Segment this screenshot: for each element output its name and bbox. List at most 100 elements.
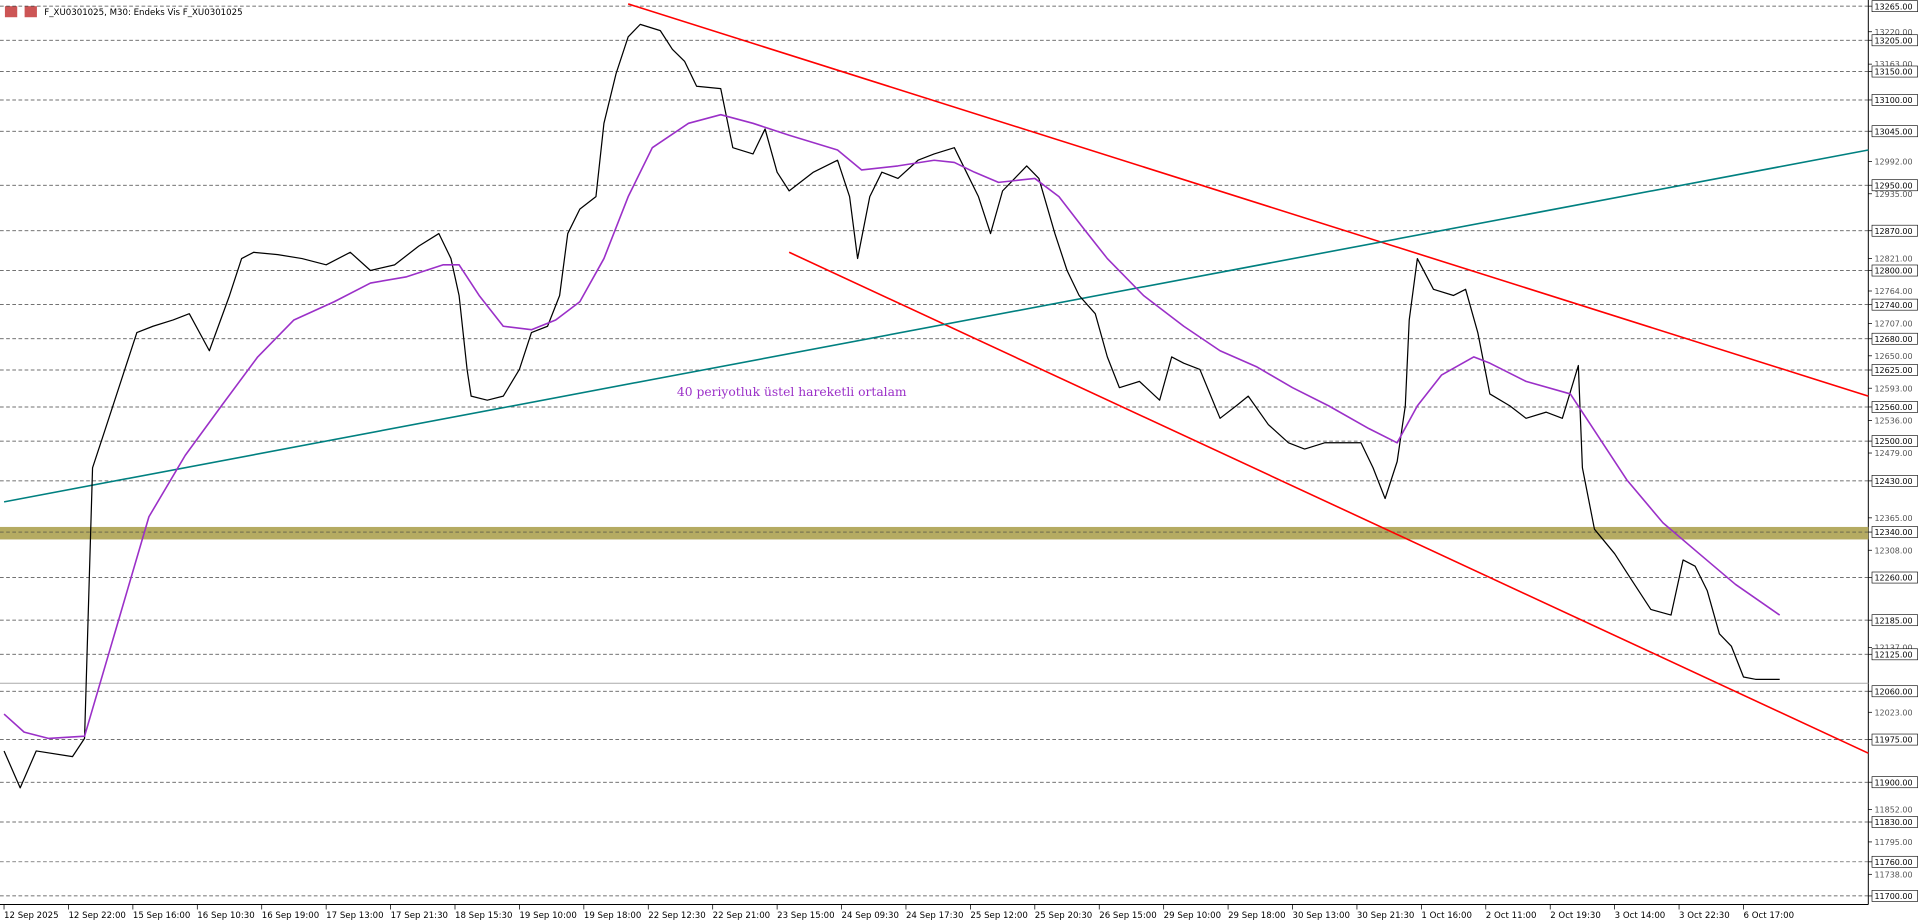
level-label-box [1871, 332, 1918, 345]
y-tick-label: 12536.00 [1874, 417, 1912, 426]
y-tick-label: 11738.00 [1874, 870, 1912, 879]
x-tick-label: 15 Sep 16:00 [133, 911, 190, 921]
x-tick-label: 17 Sep 21:30 [391, 911, 448, 921]
level-label-box [1871, 65, 1918, 78]
y-tick-label: 12060.00 [1874, 687, 1912, 696]
y-tick-label: 12625.00 [1874, 366, 1912, 375]
y-tick-label: 12707.00 [1874, 320, 1912, 329]
x-tick-label: 24 Sep 09:30 [842, 911, 899, 921]
y-tick-label: 13163.00 [1874, 60, 1912, 69]
y-tick-label: 12740.00 [1874, 301, 1912, 310]
y-tick-label: 13220.00 [1874, 28, 1912, 37]
x-tick-label: 19 Sep 10:00 [519, 911, 576, 921]
x-tick-label: 2 Oct 19:30 [1550, 911, 1601, 921]
y-tick-label: 12560.00 [1874, 403, 1912, 412]
y-tick-label: 12185.00 [1874, 616, 1912, 625]
chart-icon [4, 6, 18, 18]
level-label-box [1871, 94, 1918, 106]
y-tick-label: 12500.00 [1874, 437, 1912, 446]
level-label-box [1871, 364, 1918, 376]
trend-line [627, 3, 1869, 397]
y-tick-label: 12308.00 [1874, 546, 1912, 555]
y-tick-label: 12800.00 [1874, 267, 1912, 276]
level-label-box [1871, 298, 1918, 311]
trend-line [788, 251, 1869, 754]
x-tick-label: 18 Sep 15:30 [455, 911, 512, 921]
x-tick-label: 22 Sep 12:30 [648, 911, 705, 921]
level-label-box [1871, 179, 1918, 192]
level-label-box [1871, 34, 1918, 47]
y-tick-label: 12137.00 [1874, 644, 1912, 653]
x-tick-label: 25 Sep 20:30 [1035, 911, 1092, 921]
y-tick-label: 13045.00 [1874, 127, 1912, 136]
level-label-box [1871, 475, 1918, 487]
x-tick-label: 22 Sep 21:00 [713, 911, 770, 921]
y-tick-label: 11830.00 [1874, 818, 1912, 827]
level-label-box [1871, 401, 1918, 413]
y-tick-label: 11760.00 [1874, 858, 1912, 867]
level-label-box [1871, 890, 1918, 902]
level-label-box [1871, 816, 1918, 828]
y-tick-label: 12650.00 [1874, 352, 1912, 361]
x-tick-label: 3 Oct 22:30 [1679, 911, 1730, 921]
y-tick-label: 11975.00 [1874, 736, 1912, 745]
x-tick-label: 3 Oct 14:00 [1615, 911, 1666, 921]
x-tick-label: 2 Oct 11:00 [1486, 911, 1537, 921]
level-label-box [1871, 571, 1918, 584]
y-tick-label: 11852.00 [1874, 806, 1912, 815]
y-tick-label: 12125.00 [1874, 650, 1912, 659]
ema-line [3, 113, 1781, 740]
x-tick-label: 17 Sep 13:00 [326, 911, 383, 921]
y-tick-label: 12340.00 [1874, 528, 1912, 537]
annotation: 40 periyotluk üstel hareketli ortalam [677, 385, 907, 399]
y-tick-label: 12821.00 [1874, 255, 1912, 264]
level-label-box [1871, 614, 1918, 627]
y-tick-label: 11795.00 [1874, 838, 1912, 847]
level-label-box [1871, 224, 1918, 237]
support-band [0, 526, 1869, 540]
x-tick-label: 12 Sep 2025 [4, 911, 59, 921]
y-tick-label: 12680.00 [1874, 335, 1912, 344]
level-label-box [1871, 435, 1918, 447]
level-label-box [1871, 855, 1918, 868]
chart-title: F_XU0301025, M30: Endeks Vis F_XU0301025 [44, 8, 242, 18]
y-tick-label: 13100.00 [1874, 96, 1912, 105]
x-tick-label: 23 Sep 15:00 [777, 911, 834, 921]
x-tick-label: 29 Sep 10:00 [1164, 911, 1221, 921]
level-label-box [1871, 685, 1918, 698]
x-tick-label: 26 Sep 15:00 [1099, 911, 1156, 921]
x-tick-label: 29 Sep 18:00 [1228, 911, 1285, 921]
x-tick-label: 19 Sep 18:00 [584, 911, 641, 921]
level-label-box [1871, 733, 1918, 746]
y-tick-label: 12764.00 [1874, 287, 1912, 296]
y-tick-label: 12023.00 [1874, 708, 1912, 717]
y-tick-label: 12992.00 [1874, 157, 1912, 166]
x-tick-label: 25 Sep 12:00 [970, 911, 1027, 921]
trend-line [3, 149, 1869, 503]
x-tick-label: 24 Sep 17:30 [906, 911, 963, 921]
x-tick-label: 30 Sep 13:00 [1293, 911, 1350, 921]
x-tick-label: 30 Sep 21:30 [1357, 911, 1414, 921]
level-label-box [1871, 776, 1918, 789]
y-tick-label: 12479.00 [1874, 449, 1912, 458]
y-tick-label: 13150.00 [1874, 68, 1912, 77]
x-tick-label: 16 Sep 19:00 [262, 911, 319, 921]
level-label-box [1871, 125, 1918, 138]
y-tick-label: 11900.00 [1874, 778, 1912, 787]
y-tick-label: 12593.00 [1874, 384, 1912, 393]
y-tick-label: 12260.00 [1874, 574, 1912, 583]
x-tick-label: 6 Oct 17:00 [1743, 911, 1794, 921]
y-tick-label: 13265.00 [1874, 2, 1912, 11]
level-label-box [1871, 0, 1918, 12]
y-tick-label: 12365.00 [1874, 514, 1912, 523]
x-tick-label: 16 Sep 10:30 [197, 911, 254, 921]
y-tick-label: 11700.00 [1874, 892, 1912, 901]
chart-icon [24, 6, 37, 18]
x-tick-label: 1 Oct 16:00 [1421, 911, 1472, 921]
level-label-box [1871, 526, 1918, 538]
level-label-box [1871, 648, 1918, 661]
y-tick-label: 12950.00 [1874, 181, 1912, 190]
